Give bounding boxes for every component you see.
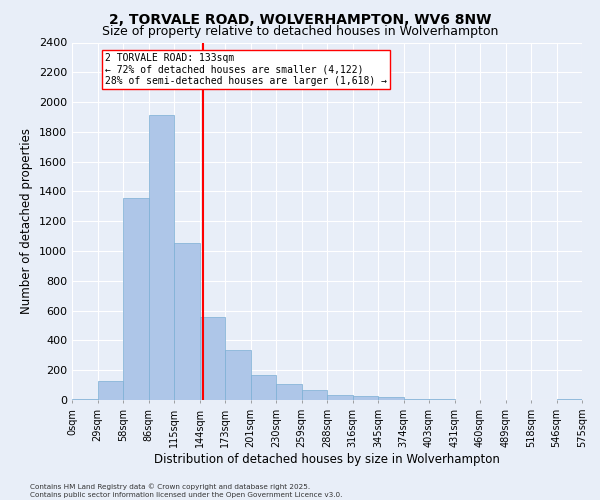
Bar <box>149 116 174 400</box>
Bar <box>97 382 123 400</box>
Bar <box>557 399 582 400</box>
Text: Size of property relative to detached houses in Wolverhampton: Size of property relative to detached ho… <box>102 25 498 38</box>
Bar <box>251 374 276 400</box>
Y-axis label: Number of detached properties: Number of detached properties <box>20 128 34 314</box>
Text: 2, TORVALE ROAD, WOLVERHAMPTON, WV6 8NW: 2, TORVALE ROAD, WOLVERHAMPTON, WV6 8NW <box>109 12 491 26</box>
Bar <box>225 350 251 400</box>
Bar <box>276 384 302 400</box>
Text: Contains HM Land Registry data © Crown copyright and database right 2025.
Contai: Contains HM Land Registry data © Crown c… <box>30 484 343 498</box>
Bar <box>353 396 378 400</box>
Bar <box>199 316 225 400</box>
Text: 2 TORVALE ROAD: 133sqm
← 72% of detached houses are smaller (4,122)
28% of semi-: 2 TORVALE ROAD: 133sqm ← 72% of detached… <box>105 53 387 86</box>
Bar <box>174 243 199 400</box>
Bar <box>378 397 404 400</box>
Bar <box>404 398 429 400</box>
Bar <box>72 398 97 400</box>
Bar <box>327 395 353 400</box>
Bar <box>123 198 149 400</box>
X-axis label: Distribution of detached houses by size in Wolverhampton: Distribution of detached houses by size … <box>154 452 500 466</box>
Bar <box>302 390 327 400</box>
